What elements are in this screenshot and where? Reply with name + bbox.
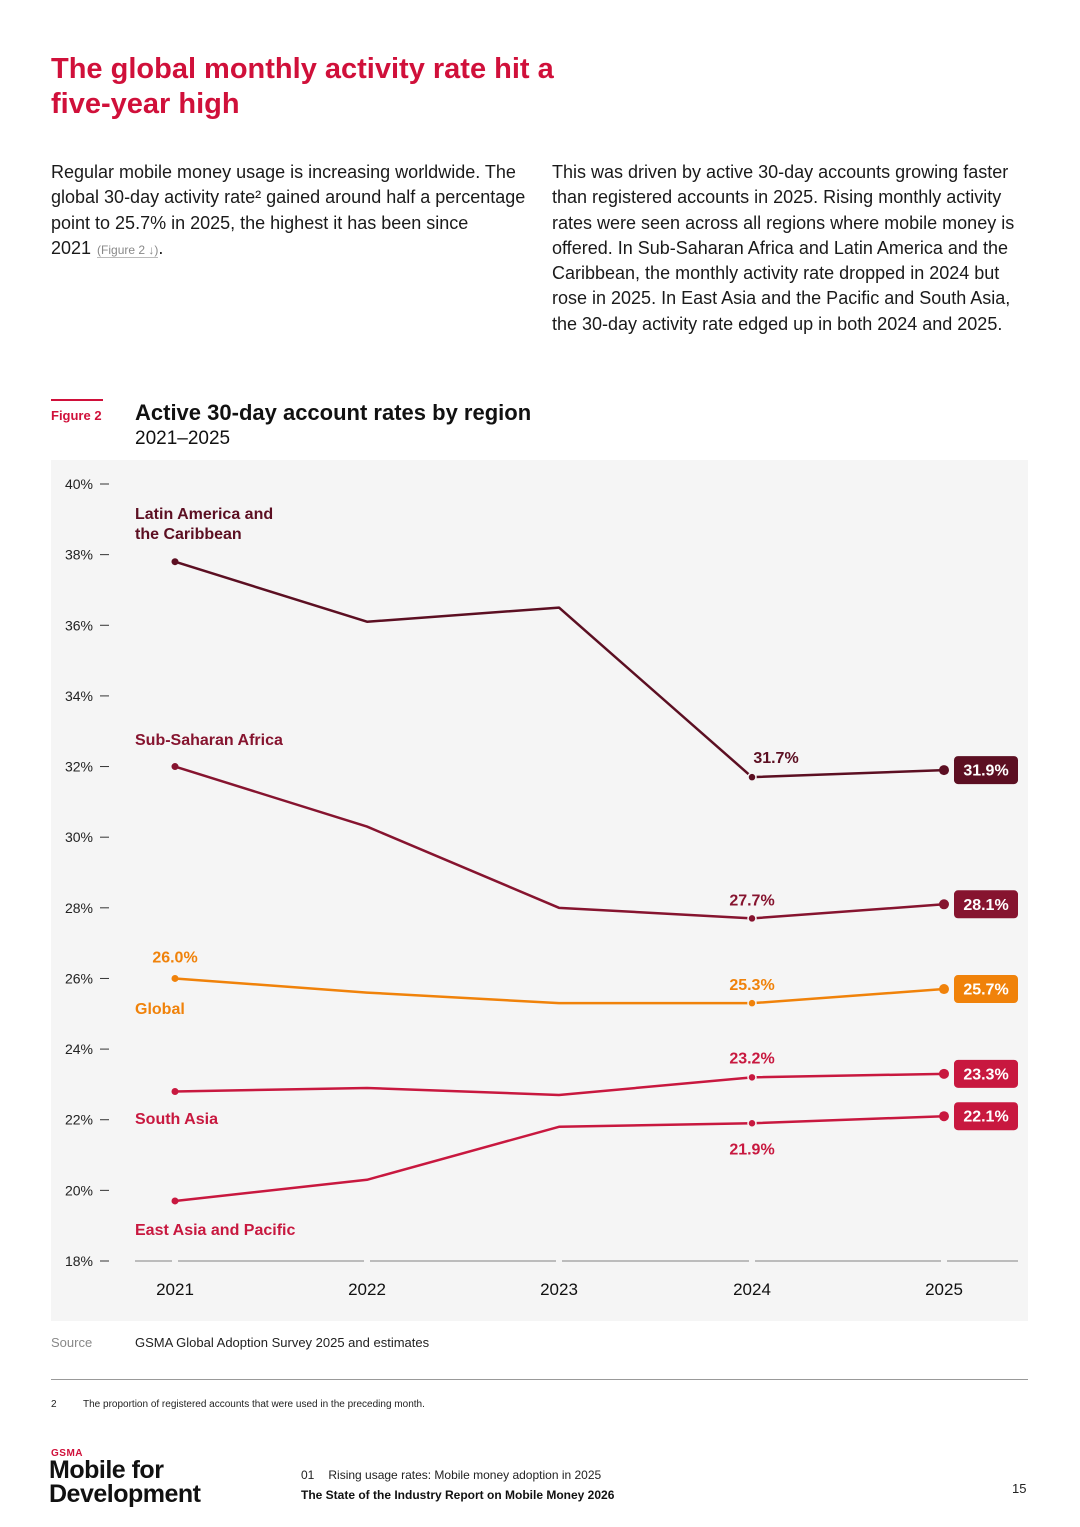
page-title: The global monthly activity rate hit a f… bbox=[51, 53, 554, 120]
data-point-marker bbox=[747, 998, 757, 1008]
footer-section-title: Rising usage rates: Mobile money adoptio… bbox=[328, 1468, 602, 1482]
series-line bbox=[174, 560, 945, 779]
y-tick-label: 26% bbox=[65, 970, 93, 986]
data-point-marker bbox=[171, 763, 179, 771]
series-name-label: Global bbox=[135, 1001, 185, 1018]
mobile-for-development-logo: Mobile for Development bbox=[49, 1456, 201, 1508]
data-value-label: 27.7% bbox=[729, 892, 774, 909]
footer-section-number: 01 bbox=[301, 1468, 315, 1482]
data-point-marker bbox=[747, 772, 757, 782]
intro-paragraph-right: This was driven by active 30-day account… bbox=[552, 162, 1015, 334]
footnote-text: The proportion of registered accounts th… bbox=[83, 1399, 425, 1410]
page-number: 15 bbox=[1012, 1481, 1027, 1496]
chart-panel bbox=[51, 460, 1028, 1321]
figure-label: Figure 2 bbox=[51, 408, 102, 423]
y-tick-label: 38% bbox=[65, 547, 93, 563]
y-tick-label: 24% bbox=[65, 1041, 93, 1057]
data-point-marker bbox=[747, 1072, 757, 1083]
x-tick-label: 2025 bbox=[925, 1280, 963, 1299]
data-value-label: 26.0% bbox=[152, 949, 197, 966]
series-name-label: Latin America and bbox=[135, 506, 273, 523]
footer-section: 01 Rising usage rates: Mobile money adopt… bbox=[301, 1468, 601, 1482]
intro-left-text: Regular mobile money usage is increasing… bbox=[51, 162, 526, 258]
figure-subtitle: 2021–2025 bbox=[135, 428, 231, 449]
value-badge bbox=[954, 756, 1018, 785]
series-line bbox=[174, 977, 945, 1005]
x-tick-label: 2024 bbox=[733, 1280, 771, 1299]
data-point-marker bbox=[171, 974, 179, 982]
line-chart: 18% 20% 22% 24% 26% 28% 30% 32% 34% 36% 38% 40% 2021… bbox=[65, 476, 1018, 1299]
gsma-logo: GSMA bbox=[51, 1448, 83, 1459]
value-badge-label: 28.1% bbox=[963, 897, 1008, 914]
data-point-marker bbox=[939, 1068, 949, 1079]
series-line bbox=[174, 1114, 945, 1203]
series-name-label: Sub-Saharan Africa bbox=[135, 732, 283, 749]
figure-title: Active 30-day account rates by region bbox=[135, 400, 532, 425]
value-badge-label: 22.1% bbox=[963, 1109, 1008, 1126]
data-point-marker bbox=[171, 1197, 179, 1205]
data-value-label: 31.7% bbox=[753, 750, 798, 767]
y-tick-label: 40% bbox=[65, 476, 93, 492]
x-tick-label: 2022 bbox=[348, 1280, 386, 1299]
source-text: GSMA Global Adoption Survey 2025 and est… bbox=[135, 1335, 430, 1350]
data-point-marker bbox=[939, 899, 949, 910]
data-point-marker bbox=[171, 1087, 179, 1095]
data-point-marker bbox=[747, 1118, 757, 1129]
value-badge-label: 23.3% bbox=[963, 1066, 1008, 1083]
y-tick-label: 22% bbox=[65, 1112, 93, 1128]
series-line bbox=[174, 1072, 945, 1097]
y-tick-label: 28% bbox=[65, 900, 93, 916]
data-point-marker bbox=[939, 765, 949, 776]
figure-rule bbox=[51, 399, 103, 401]
value-badge bbox=[954, 1102, 1018, 1131]
y-tick-label: 18% bbox=[65, 1253, 93, 1269]
x-tick-label: 2023 bbox=[540, 1280, 578, 1299]
value-badge bbox=[954, 1059, 1018, 1088]
intro-left-end: . bbox=[158, 237, 164, 258]
footer-report-title: The State of the Industry Report on Mobi… bbox=[301, 1488, 615, 1502]
logo-line-1: Mobile for bbox=[49, 1456, 164, 1484]
figure-reference-link[interactable]: (Figure 2 ↓) bbox=[97, 242, 159, 258]
y-tick-label: 32% bbox=[65, 759, 93, 775]
data-value-label: 23.2% bbox=[729, 1050, 774, 1067]
y-tick-label: 30% bbox=[65, 829, 93, 845]
data-point-marker bbox=[939, 1111, 949, 1122]
y-tick-label: 34% bbox=[65, 688, 93, 704]
data-value-label: 25.3% bbox=[729, 977, 774, 994]
series-name-label: East Asia and Pacific bbox=[135, 1222, 295, 1239]
y-tick-label: 36% bbox=[65, 617, 93, 633]
y-tick-label: 20% bbox=[65, 1182, 93, 1198]
series-name-label: South Asia bbox=[135, 1111, 218, 1128]
value-badge-label: 25.7% bbox=[963, 982, 1008, 999]
data-point-marker bbox=[939, 984, 949, 995]
value-badge bbox=[954, 975, 1018, 1004]
intro-paragraph-left: Regular mobile money usage is increasing… bbox=[51, 160, 531, 263]
x-tick-label: 2021 bbox=[156, 1280, 194, 1299]
source-label: Source bbox=[51, 1335, 93, 1350]
series-name-label: the Caribbean bbox=[135, 526, 242, 543]
value-badge bbox=[954, 890, 1018, 919]
value-badge-label: 31.9% bbox=[963, 763, 1008, 780]
data-value-label: 21.9% bbox=[729, 1141, 774, 1158]
footnote-divider bbox=[51, 1379, 1028, 1380]
data-point-marker bbox=[171, 558, 179, 566]
footnote-number: 2 bbox=[51, 1399, 57, 1410]
data-point-marker bbox=[747, 913, 757, 924]
logo-line-2: Development bbox=[49, 1480, 201, 1508]
series-line bbox=[174, 765, 945, 920]
